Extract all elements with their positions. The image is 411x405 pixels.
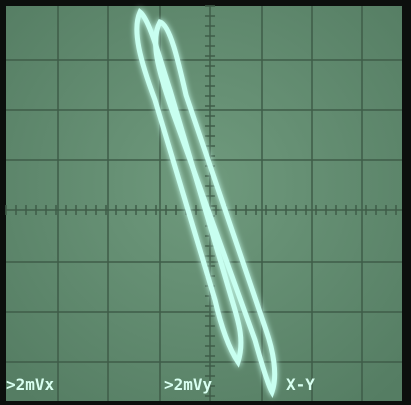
bezel xyxy=(402,0,411,405)
mode-readout: X-Y xyxy=(286,375,315,394)
trace xyxy=(134,8,278,398)
y-scale-readout: >2mVy xyxy=(164,375,213,394)
center-ticks xyxy=(5,5,397,397)
x-scale-readout: >2mVx xyxy=(6,375,55,394)
